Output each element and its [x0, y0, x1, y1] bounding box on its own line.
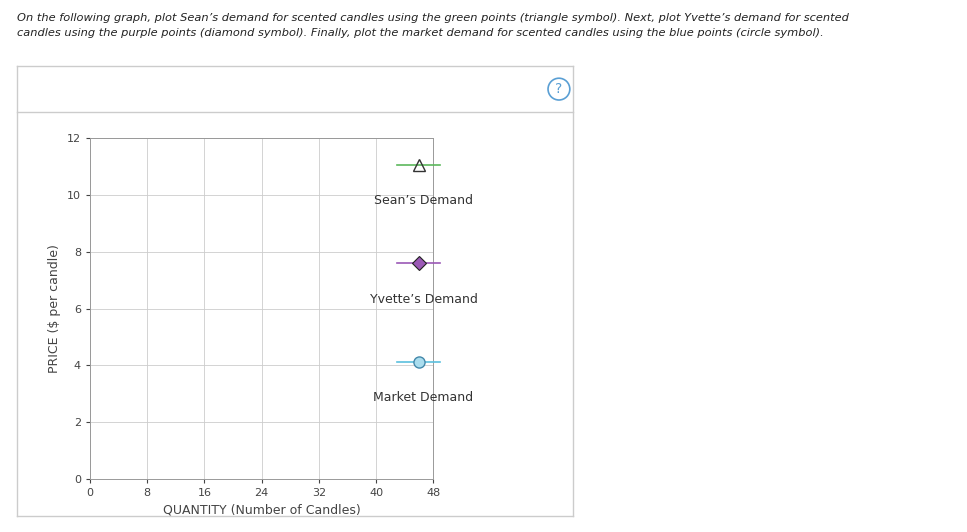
Text: ?: ? [555, 82, 563, 96]
X-axis label: QUANTITY (Number of Candles): QUANTITY (Number of Candles) [162, 503, 361, 517]
Text: Sean’s Demand: Sean’s Demand [374, 194, 473, 207]
Text: On the following graph, plot Sean’s demand for scented candles using the green p: On the following graph, plot Sean’s dema… [17, 13, 849, 38]
Text: Yvette’s Demand: Yvette’s Demand [369, 293, 478, 305]
Text: Market Demand: Market Demand [373, 391, 474, 404]
Y-axis label: PRICE ($ per candle): PRICE ($ per candle) [48, 244, 61, 373]
